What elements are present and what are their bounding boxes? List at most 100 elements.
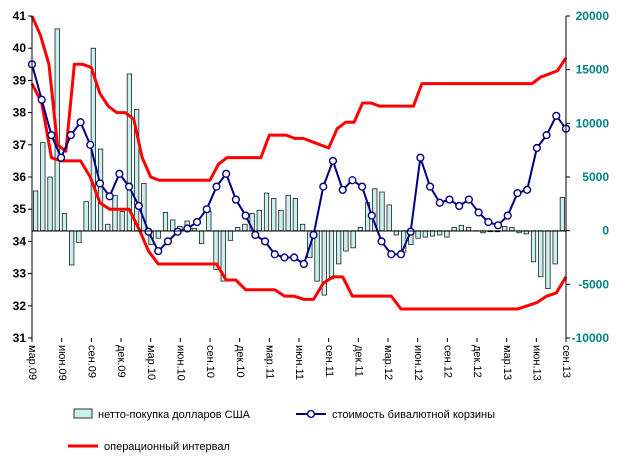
bar [162, 212, 169, 232]
bar [69, 230, 75, 266]
bar [300, 223, 306, 232]
bar [502, 226, 508, 232]
basket-point [513, 189, 522, 198]
legend-basket-marker [306, 409, 316, 419]
x-tick-label: сен.10 [204, 345, 216, 378]
bar [444, 230, 450, 238]
bar [47, 176, 53, 232]
basket-point [183, 224, 192, 233]
bar [112, 194, 118, 232]
axes-layer: 31 32 33 34 35 36 37 38 39 40 41 -10000 -5000 0 5000 10… [13, 9, 610, 381]
legend-label-basket: стоимость бивалютной корзины [332, 409, 495, 421]
basket-point [124, 182, 134, 191]
x-tick-label: сен.09 [85, 345, 97, 378]
x-tick-label: июн.09 [56, 345, 68, 381]
bar [33, 190, 39, 232]
right-tick-label: 0 [602, 224, 609, 238]
basket-point [192, 217, 202, 227]
left-tick-label: 31 [13, 331, 27, 345]
x-tick-label: мар.12 [382, 345, 394, 380]
x-tick-label: дек.12 [471, 345, 483, 378]
basket-point [387, 250, 396, 259]
x-tick-label: мар.10 [145, 345, 157, 380]
basket-layer [27, 60, 571, 269]
right-tick-label: -5000 [578, 277, 609, 291]
basket-point [173, 227, 182, 236]
bar [271, 198, 277, 232]
bar [458, 224, 464, 232]
bar [386, 204, 392, 232]
basket-point [86, 140, 95, 149]
x-tick-label: сен.12 [441, 345, 453, 378]
bar [206, 211, 212, 232]
basket-point [348, 176, 357, 185]
bar [509, 227, 515, 232]
legend-label-interval: операционный интервал [104, 441, 230, 453]
bar [170, 219, 176, 232]
bar [263, 192, 270, 232]
plot-area [32, 16, 566, 338]
interval-layer [30, 15, 568, 311]
bar [97, 148, 104, 232]
basket-point [270, 250, 279, 259]
x-tick-label: июн.10 [174, 345, 186, 381]
basket-point [251, 230, 260, 240]
bar [343, 230, 349, 252]
left-tick-label: 37 [13, 138, 27, 152]
basket-point [425, 182, 435, 191]
basket-point [435, 198, 444, 207]
basket-point [328, 156, 338, 166]
bar [379, 191, 385, 232]
left-tick-label: 34 [13, 234, 27, 248]
left-tick-label: 39 [13, 73, 27, 87]
bar [227, 230, 234, 241]
bar [105, 223, 111, 232]
basket-point [309, 230, 318, 240]
bar [545, 230, 551, 289]
bar [126, 73, 133, 232]
x-tick-label: июн.13 [530, 345, 542, 381]
basket-point [95, 179, 105, 188]
x-tick-label: сен.13 [560, 345, 572, 378]
bar [198, 230, 205, 244]
basket-point [76, 118, 85, 127]
left-tick-label: 33 [13, 267, 27, 281]
right-tick-label: 10000 [576, 116, 610, 130]
basket-point [37, 95, 46, 104]
left-tick-label: 32 [13, 299, 27, 313]
interval-upper-line [30, 15, 568, 182]
basket-point [260, 237, 270, 246]
bar [285, 194, 291, 232]
basket-point [144, 227, 153, 236]
bar [538, 230, 544, 278]
basket-point [163, 237, 173, 246]
right-tick-label: 5000 [582, 170, 609, 184]
bar [530, 230, 537, 263]
bar [256, 209, 262, 232]
bar [278, 209, 284, 232]
basket-point [484, 217, 493, 227]
basket-point [47, 131, 56, 140]
basket-point [367, 211, 376, 220]
x-tick-label: дек.10 [234, 345, 246, 378]
plot-background [32, 16, 566, 338]
basket-point [523, 185, 532, 194]
x-tick-label: июн.11 [293, 345, 305, 380]
x-tick-label: дек.09 [115, 345, 127, 378]
basket-point [231, 195, 240, 204]
left-tick-label: 38 [13, 106, 27, 120]
bar [235, 227, 241, 232]
basket-point [503, 211, 512, 220]
bar [415, 230, 421, 239]
basket-point [493, 221, 503, 230]
basket-point [115, 169, 124, 178]
left-tick-label: 41 [13, 9, 27, 23]
basket-point [222, 169, 231, 178]
x-tick-label: мар.13 [501, 345, 513, 380]
x-tick-label: дек.11 [352, 345, 364, 377]
bar [76, 230, 82, 243]
basket-point [134, 201, 143, 211]
basket-point [474, 208, 483, 217]
left-tick-label: 36 [13, 170, 27, 184]
